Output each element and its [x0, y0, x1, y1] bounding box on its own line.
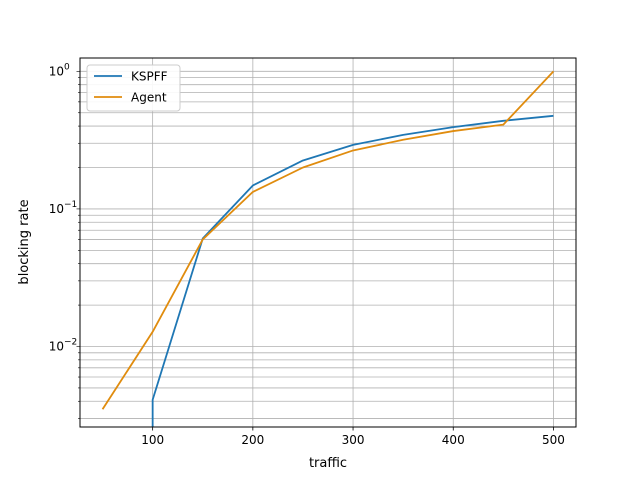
x-tick-label: 100 — [141, 433, 164, 447]
x-tick-label: 200 — [241, 433, 264, 447]
legend-label: KSPFF — [131, 70, 168, 84]
y-tick-label: 10 — [49, 64, 64, 78]
x-tick-label: 400 — [442, 433, 465, 447]
series-lines — [101, 70, 555, 427]
legend: KSPFF Agent — [86, 64, 181, 112]
y-tick-label-exponent: −2 — [64, 338, 77, 348]
x-tick-label: 500 — [542, 433, 565, 447]
y-axis-label: blocking rate — [17, 199, 32, 284]
y-tick-label: 10 — [49, 202, 64, 216]
y-tick-label-exponent: 0 — [64, 62, 70, 72]
series-line-agent — [101, 70, 555, 410]
x-axis-ticks: 100 200 300 400 500 — [141, 427, 565, 447]
plot-frame — [79, 57, 577, 428]
series-line-kspff — [151, 114, 554, 427]
x-axis-label: traffic — [309, 456, 347, 471]
grid — [80, 58, 576, 427]
legend-label: Agent — [131, 91, 167, 105]
y-tick-label-exponent: −1 — [64, 200, 77, 210]
y-tick-label: 10 — [49, 340, 64, 354]
x-tick-label: 300 — [342, 433, 365, 447]
